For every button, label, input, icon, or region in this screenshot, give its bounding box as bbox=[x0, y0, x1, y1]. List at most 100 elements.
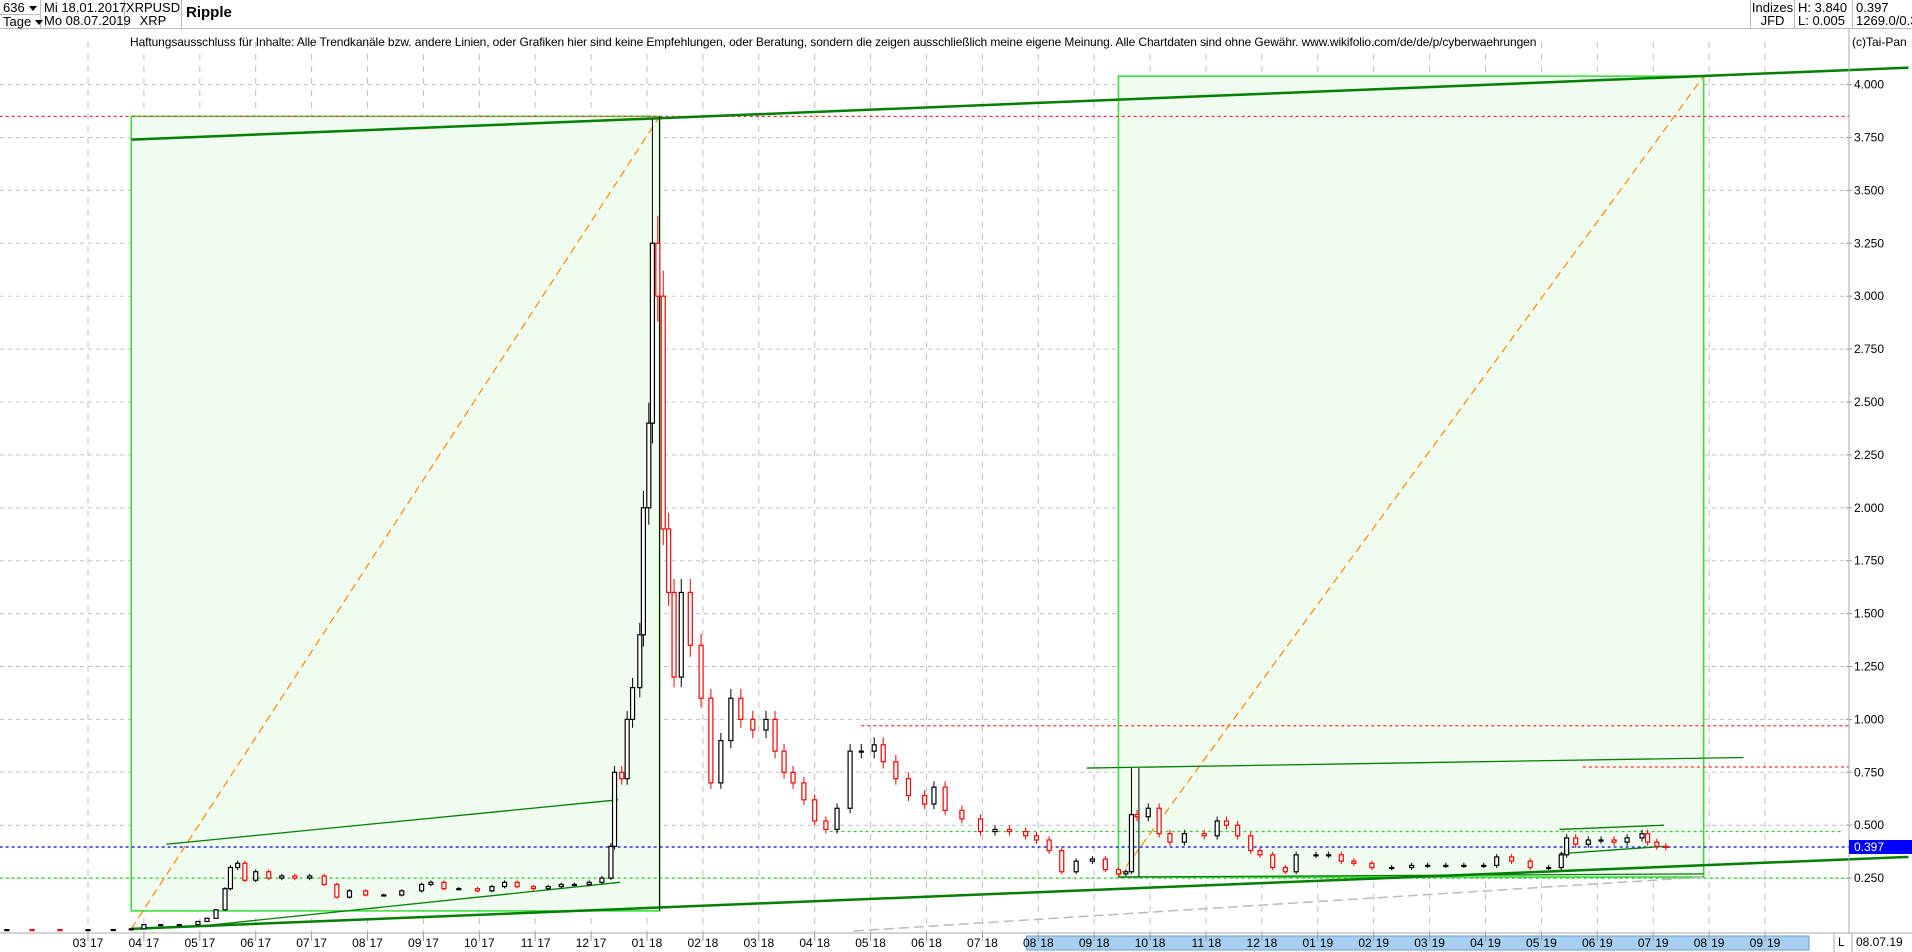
symbol-cell[interactable]: XRPUSD XRP bbox=[125, 0, 182, 28]
high-low-cell: H: 3.840 L: 0.005 bbox=[1795, 0, 1853, 28]
candle-down bbox=[242, 862, 248, 881]
x-tick-label-month: 07 bbox=[1638, 936, 1652, 950]
x-tick-label-year: 17 bbox=[202, 936, 216, 950]
y-tick-label: 1.250 bbox=[1854, 660, 1884, 674]
x-tick-label-year: 17 bbox=[537, 936, 551, 950]
candle-up bbox=[624, 718, 630, 780]
x-tick-label-year: 18 bbox=[1152, 936, 1166, 950]
candle-down bbox=[738, 697, 744, 720]
x-tick-label-month: 05 bbox=[855, 936, 869, 950]
x-tick-label-month: 02 bbox=[688, 936, 702, 950]
x-tick-label-year: 18 bbox=[649, 936, 663, 950]
trendline-thick bbox=[131, 855, 1909, 931]
candle-up bbox=[4, 929, 10, 932]
x-tick-label-year: 19 bbox=[1376, 936, 1390, 950]
x-tick-label-month: 10 bbox=[464, 936, 478, 950]
x-tick-label-month: 07 bbox=[967, 936, 981, 950]
candle-down bbox=[1257, 849, 1263, 856]
x-tick-label-year: 19 bbox=[1488, 936, 1502, 950]
candle-down bbox=[1369, 862, 1375, 869]
candle-down bbox=[1059, 849, 1065, 873]
x-tick-label-month: 06 bbox=[1582, 936, 1596, 950]
candle-down bbox=[880, 744, 886, 763]
candle-up bbox=[1461, 864, 1467, 868]
y-tick-label: 0.500 bbox=[1854, 818, 1884, 832]
candle-down bbox=[1351, 860, 1357, 864]
trendline-thick bbox=[131, 66, 1909, 141]
candle-up bbox=[213, 909, 219, 919]
trendline-thin bbox=[194, 881, 621, 928]
x-tick-label-year: 17 bbox=[370, 936, 384, 950]
low-value: L: 0.005 bbox=[1798, 13, 1845, 28]
exchange-cell: Indizes JFD bbox=[1750, 0, 1795, 28]
candle-down bbox=[514, 881, 520, 888]
x-tick-label-year: 18 bbox=[817, 936, 831, 950]
y-tick-label: 3.250 bbox=[1854, 236, 1884, 250]
candle-up bbox=[85, 929, 91, 932]
candle-down bbox=[687, 591, 693, 646]
candle-up bbox=[1585, 839, 1591, 845]
candle-down bbox=[57, 929, 63, 932]
x-tick-label-year: 19 bbox=[1711, 936, 1725, 950]
candle-up bbox=[307, 875, 313, 879]
end-date[interactable]: Mo 08.07.2019 bbox=[44, 13, 131, 28]
candle-down bbox=[1134, 814, 1140, 818]
candle-up bbox=[1123, 871, 1129, 875]
y-tick-label: 2.000 bbox=[1854, 501, 1884, 515]
candle-up bbox=[678, 591, 684, 678]
y-tick-label: 1.500 bbox=[1854, 607, 1884, 621]
x-tick-label-month: 03 bbox=[73, 936, 87, 950]
x-tick-label-month: 07 bbox=[296, 936, 310, 950]
candle-down bbox=[1235, 824, 1241, 837]
candle-down bbox=[1006, 828, 1013, 833]
candle-up bbox=[176, 924, 182, 927]
x-tick-label-year: 17 bbox=[425, 936, 439, 950]
x-tick-label-month: 01 bbox=[1302, 936, 1316, 950]
trendline-thin bbox=[166, 799, 619, 845]
x-tick-label-month: 12 bbox=[576, 936, 590, 950]
date-range[interactable]: Mi 18.01.2017 Mo 08.07.2019 bbox=[41, 0, 131, 28]
candle-up bbox=[1073, 860, 1079, 873]
x-tick-label-year: 17 bbox=[146, 936, 160, 950]
candle-up bbox=[718, 739, 724, 784]
high-value: H: 3.840 bbox=[1798, 0, 1848, 15]
log-scale-button[interactable]: L bbox=[1838, 935, 1845, 949]
x-tick-label-month: 05 bbox=[1526, 936, 1540, 950]
y-tick-label: 3.000 bbox=[1854, 289, 1884, 303]
start-date[interactable]: Mi 18.01.2017 bbox=[44, 0, 127, 15]
candle-down bbox=[1223, 820, 1230, 826]
candle-up bbox=[279, 875, 285, 879]
candle-down bbox=[823, 820, 829, 831]
candle-down bbox=[698, 644, 704, 699]
y-tick-label: 1.750 bbox=[1854, 554, 1884, 568]
candle-down bbox=[363, 890, 369, 896]
candle-down bbox=[266, 871, 272, 879]
candle-down bbox=[619, 771, 625, 780]
candle-down bbox=[29, 929, 35, 932]
candle-up bbox=[834, 807, 840, 831]
fibonacci-diagonal bbox=[1117, 75, 1705, 878]
period-select[interactable]: Tage bbox=[0, 14, 41, 29]
x-tick-label-year: 17 bbox=[258, 936, 272, 950]
candle-up bbox=[599, 877, 605, 883]
candle-down bbox=[893, 761, 899, 780]
candle-down bbox=[1573, 837, 1579, 845]
candle-up bbox=[1639, 833, 1645, 839]
candle-up bbox=[141, 924, 147, 930]
candle-down bbox=[1167, 833, 1173, 843]
candle-up bbox=[1425, 864, 1431, 868]
candle-up bbox=[204, 917, 210, 923]
fibonacci-diagonal bbox=[130, 116, 661, 930]
candle-up bbox=[222, 888, 228, 911]
trendline-thin bbox=[1559, 845, 1665, 855]
candle-up bbox=[728, 697, 734, 742]
candle-down bbox=[1156, 807, 1162, 835]
x-tick-label-month: 03 bbox=[743, 936, 757, 950]
last-cell: 0.397 1269.0/0.3 bbox=[1853, 0, 1912, 28]
candle-up bbox=[110, 928, 116, 932]
candle-down bbox=[1611, 839, 1617, 843]
candle-down bbox=[1046, 839, 1052, 852]
candle-down bbox=[801, 782, 807, 801]
candle-down bbox=[1527, 860, 1533, 869]
